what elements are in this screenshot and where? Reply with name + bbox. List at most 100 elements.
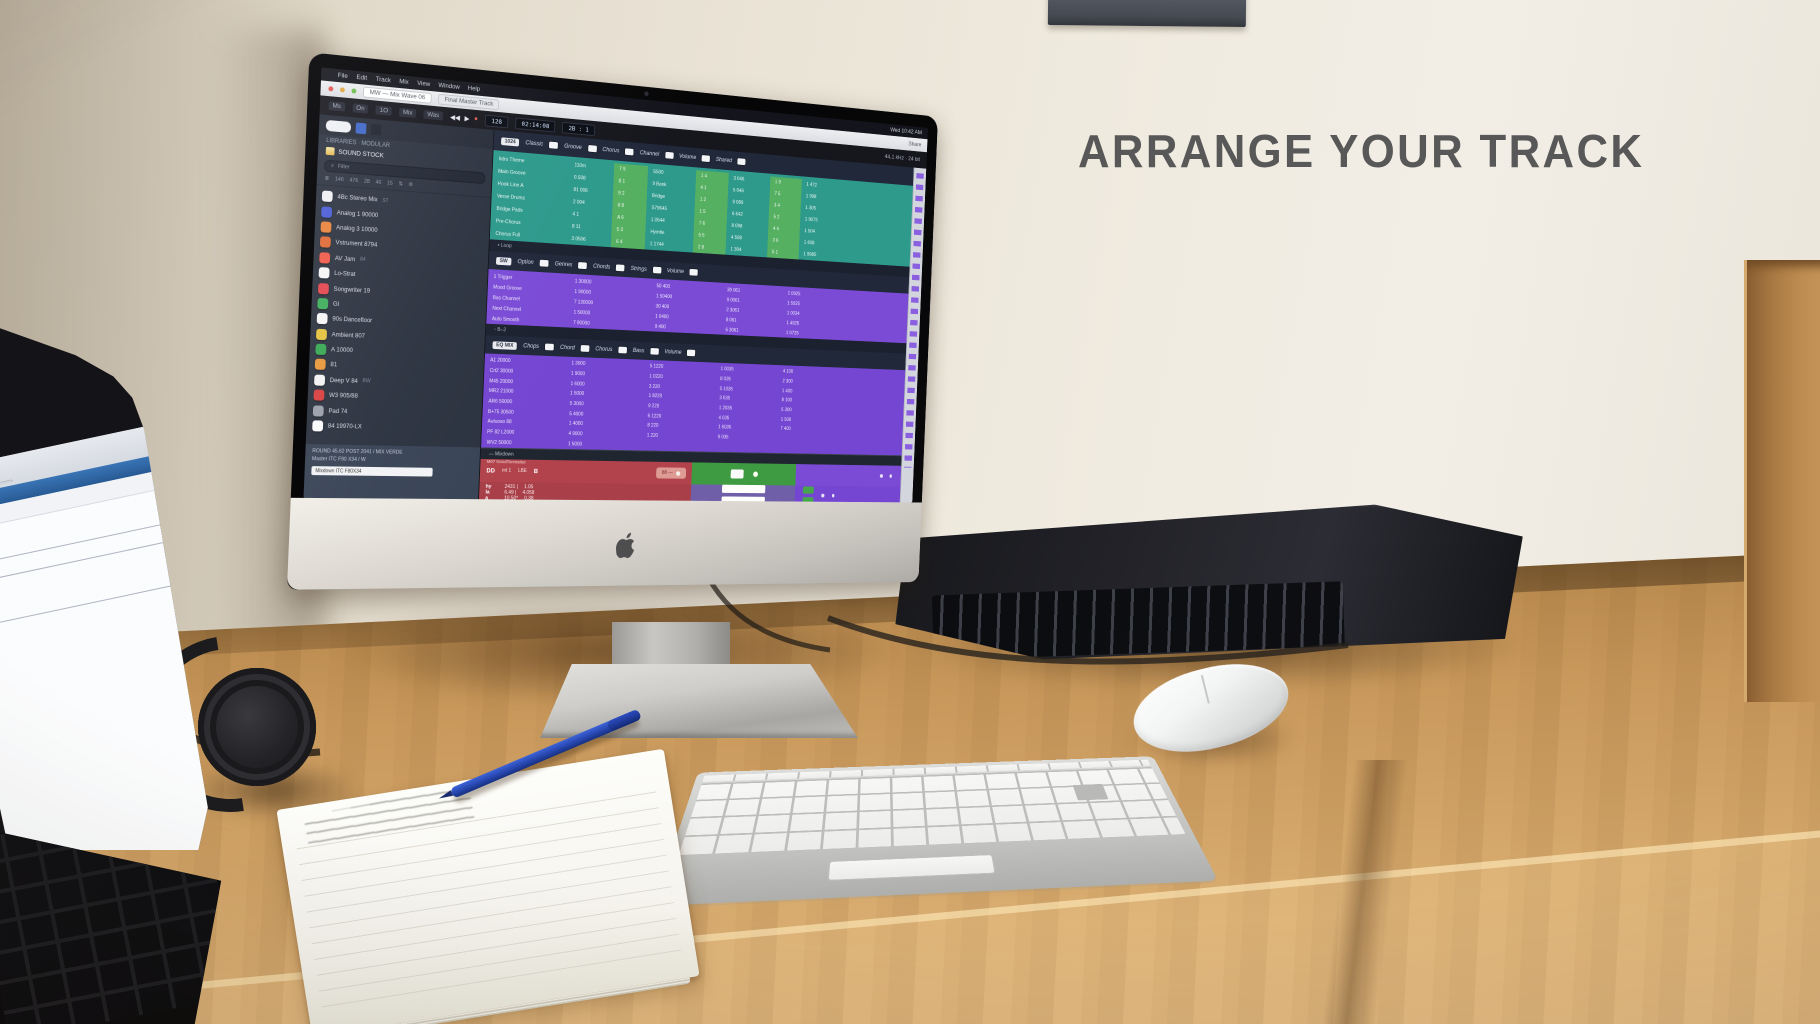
red-action-button[interactable]: 88 — xyxy=(655,467,687,479)
section-a-chip[interactable]: 1024 xyxy=(500,136,520,147)
bars-display[interactable]: 2B : 1 xyxy=(562,121,596,136)
track-name: Ambient 807 xyxy=(331,331,366,340)
column-checkbox[interactable] xyxy=(587,144,597,153)
gear-icon[interactable]: ⚙ xyxy=(408,182,414,189)
rule-line xyxy=(0,539,177,585)
toolbar-chip[interactable]: Ms xyxy=(328,101,345,112)
column-checkbox[interactable] xyxy=(664,151,674,160)
folder-icon xyxy=(325,146,335,156)
track-color-icon xyxy=(321,205,333,218)
mixdown-field[interactable]: Mixdown ITC F80X34 xyxy=(311,466,433,477)
mini-green-button[interactable] xyxy=(802,486,814,494)
sliders-icon[interactable]: ⇅ xyxy=(398,181,403,188)
purple-panel xyxy=(795,464,902,487)
column-checkbox[interactable] xyxy=(616,264,625,272)
play-icon[interactable]: ▶ xyxy=(464,115,470,123)
red-val: mt 1 xyxy=(501,467,512,474)
section-b-chip[interactable]: SW xyxy=(495,256,512,266)
dot xyxy=(889,474,892,478)
list-icon[interactable]: ≣ xyxy=(324,175,330,182)
track-name: AV Jam xyxy=(334,254,356,263)
column-checkbox[interactable] xyxy=(549,141,559,150)
purple-panel-2 xyxy=(794,485,901,503)
filter-count[interactable]: 15 xyxy=(386,180,393,187)
column-checkbox[interactable] xyxy=(689,268,699,277)
column-checkbox[interactable] xyxy=(618,346,627,354)
track-sidebar: LIBRARIES · MODULAR SOUND STOCK ⌕ Filter xyxy=(303,114,495,500)
imac-chin xyxy=(286,497,922,590)
red-val: LBE xyxy=(518,468,527,474)
filter-count[interactable]: 28 xyxy=(363,178,370,186)
track-name: Vstrument 8794 xyxy=(335,239,378,250)
menu-item[interactable]: Edit xyxy=(356,73,368,82)
column-header: Classic xyxy=(525,139,544,148)
column-checkbox[interactable] xyxy=(652,266,662,274)
column-checkbox[interactable] xyxy=(701,154,711,163)
minimize-window-button[interactable] xyxy=(339,87,345,93)
sidebar-footer: ROUND 45.62 POST 2041 / MIX VERDE Master … xyxy=(303,444,481,500)
filter-count[interactable]: 476 xyxy=(349,177,359,185)
column-checkbox[interactable] xyxy=(737,157,746,166)
column-header: Shared xyxy=(715,156,733,165)
webcam-dot xyxy=(643,91,649,97)
footer-note: Master ITC F90 X34 / W xyxy=(311,456,366,463)
menu-item[interactable]: File xyxy=(337,72,348,81)
menu-item[interactable]: Window xyxy=(438,82,460,91)
filter-count[interactable]: 46 xyxy=(375,179,382,186)
sidebar-mode-button[interactable] xyxy=(370,123,382,136)
column-header: Channel xyxy=(639,149,660,158)
track-meta: BW xyxy=(362,378,371,385)
menu-status-clock[interactable]: Wed 10:42 AM xyxy=(890,126,922,137)
toolbar-chip[interactable]: 1O xyxy=(375,105,392,116)
track-color-icon xyxy=(319,251,331,264)
track-color-icon xyxy=(320,221,332,233)
toolbar-chip[interactable]: On xyxy=(352,103,369,114)
track-name: 84 19970-LX xyxy=(327,422,362,431)
column-checkbox[interactable] xyxy=(687,349,696,357)
menu-item[interactable]: View xyxy=(416,79,431,89)
column-checkbox[interactable] xyxy=(545,343,555,351)
close-window-button[interactable] xyxy=(328,86,334,92)
zoom-window-button[interactable] xyxy=(351,88,357,94)
track-color-icon xyxy=(314,374,326,386)
track-name: A 10000 xyxy=(330,346,353,355)
dot xyxy=(831,494,835,498)
red-button-label: 88 — xyxy=(661,470,673,476)
time-display[interactable]: 02:14:08 xyxy=(515,117,556,133)
track-meta: 84 xyxy=(359,256,366,264)
section-c-chip[interactable]: EQ MIX xyxy=(492,340,518,350)
track-color-icon xyxy=(316,313,328,325)
column-checkbox[interactable] xyxy=(578,261,588,270)
column-checkbox[interactable] xyxy=(539,259,549,268)
column-checkbox[interactable] xyxy=(580,344,590,353)
toolbar-chip[interactable]: Mix xyxy=(399,107,417,119)
search-icon: ⌕ xyxy=(330,162,335,169)
column-header: Genres xyxy=(554,260,573,269)
menu-item[interactable]: Help xyxy=(467,84,481,93)
rewind-icon[interactable]: ◀◀ xyxy=(449,113,461,122)
column-header: Volume xyxy=(666,267,685,275)
column-header: Volume xyxy=(678,152,697,161)
tempo-display[interactable]: 128 xyxy=(484,114,509,128)
sidebar-toggle-button[interactable] xyxy=(325,119,352,133)
sidebar-view-button[interactable] xyxy=(355,122,367,134)
track-name: 4Bc Stereo Mix xyxy=(337,193,378,204)
toolbar-chip[interactable]: Was xyxy=(423,109,443,121)
share-button[interactable]: Share xyxy=(908,140,922,149)
menu-item[interactable]: Track xyxy=(375,75,391,85)
red-mix-panel: M07 NoodTonnsolac DD mt 1 LBE B 88 — xyxy=(479,458,693,485)
apple-logo xyxy=(615,532,635,559)
track-color-icon xyxy=(319,236,331,249)
menu-item[interactable]: Mix xyxy=(399,78,409,86)
track-row[interactable]: 84 19970-LX xyxy=(312,418,481,437)
column-checkbox[interactable] xyxy=(625,148,635,156)
record-icon[interactable]: ● xyxy=(473,115,479,123)
track-name: Pad 74 xyxy=(328,407,348,415)
value-input[interactable] xyxy=(721,484,766,494)
sound-bank-label: SOUND STOCK xyxy=(338,148,384,159)
track-name: Analog 1 90000 xyxy=(336,209,379,219)
filter-count[interactable]: 146 xyxy=(334,176,344,184)
column-checkbox[interactable] xyxy=(650,347,659,356)
green-panel-button[interactable] xyxy=(730,469,744,479)
track-color-icon xyxy=(315,343,327,356)
